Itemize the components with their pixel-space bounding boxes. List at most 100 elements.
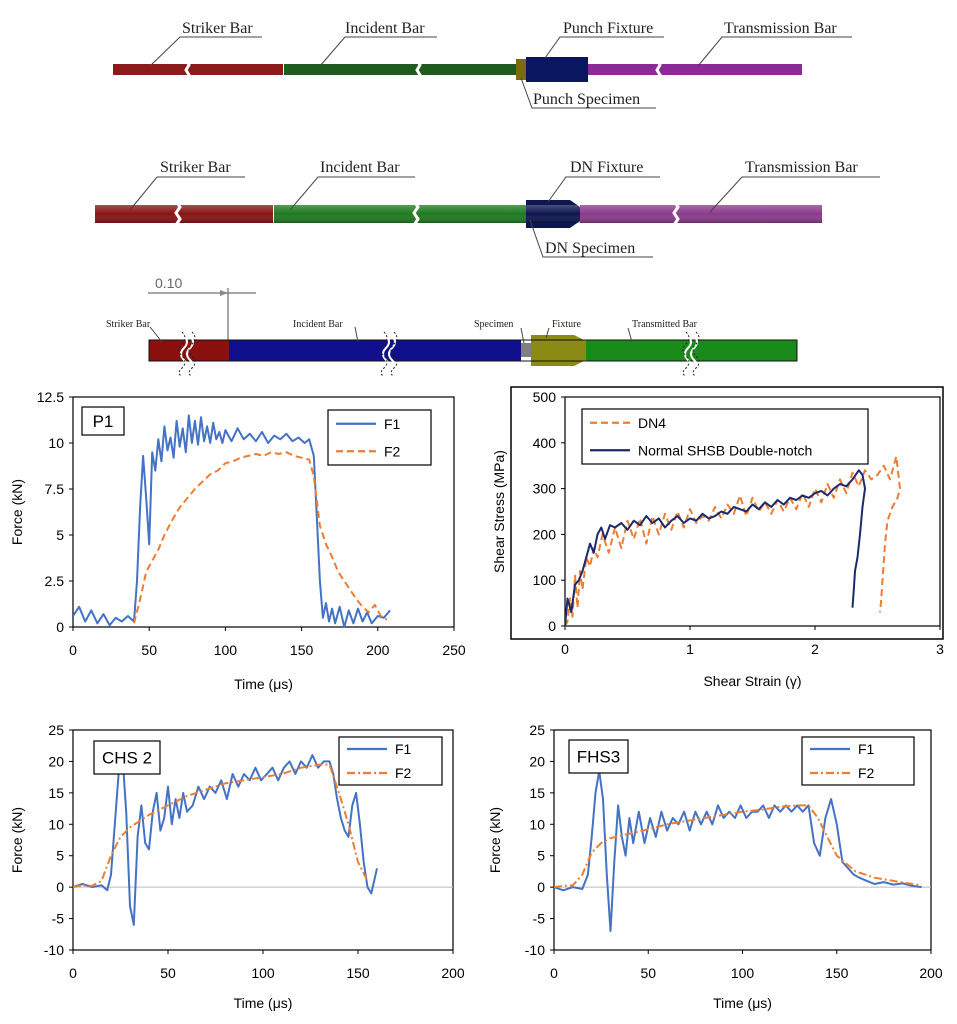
fhs3-panel-box bbox=[568, 739, 629, 774]
dn4-x-tick-label: 3 bbox=[936, 641, 944, 657]
shsb-fixture bbox=[531, 335, 586, 366]
dn4-y-tick-label: 300 bbox=[533, 481, 557, 497]
chs2-x-tick-label: 200 bbox=[441, 965, 465, 981]
p1-x-tick-label: 0 bbox=[69, 642, 77, 658]
dn4-y-tick-label: 100 bbox=[533, 572, 557, 588]
shsb-break-outline-1 bbox=[178, 331, 186, 377]
chs2-x-axis-title: Time (μs) bbox=[234, 995, 293, 1011]
p1-panel-box bbox=[81, 406, 125, 436]
chs2-y-tick-label: 25 bbox=[48, 722, 64, 738]
shsb-break-outline-2 bbox=[188, 331, 196, 377]
fhs3-y-tick-label: 5 bbox=[537, 848, 545, 864]
dn-break-mark-3 bbox=[672, 200, 680, 226]
shsb-diagram: 0.10 Striker Bar Incident Bar Specim bbox=[106, 275, 798, 377]
dn4-legend-label: DN4 bbox=[638, 415, 666, 431]
fhs3-x-axis-title: Time (μs) bbox=[713, 995, 772, 1011]
punch-specimen-leader bbox=[520, 77, 656, 109]
punch-transmission-label: Transmission Bar bbox=[724, 20, 837, 37]
punch-break-mark-1 bbox=[184, 59, 191, 81]
p1-series-f2 bbox=[133, 451, 388, 624]
shsb-specimen-leader bbox=[520, 327, 525, 344]
shsb-break-mark-2 bbox=[186, 335, 194, 369]
punch-incident-label: Incident Bar bbox=[345, 20, 425, 37]
p1-y-tick-label: 2.5 bbox=[45, 573, 65, 589]
shsb-incident-label: Incident Bar bbox=[293, 319, 343, 330]
p1-legend-box bbox=[327, 409, 432, 466]
fhs3-y-tick-label: 20 bbox=[529, 753, 545, 769]
shsb-break-mark-5 bbox=[684, 335, 692, 369]
punch-incident-leader bbox=[319, 36, 437, 67]
fhs3-y-axis-title: Force (kN) bbox=[487, 807, 503, 873]
fhs3-y-tick-label: 0 bbox=[537, 879, 545, 895]
chs2-x-tick-label: 0 bbox=[69, 965, 77, 981]
dn4-y-tick-label: 400 bbox=[533, 435, 557, 451]
shsb-incident-leader bbox=[354, 326, 359, 343]
dn4-series-normal-shsb-double-notch bbox=[565, 469, 866, 627]
fhs3-series-f1 bbox=[554, 769, 922, 933]
p1-x-tick-label: 100 bbox=[214, 642, 238, 658]
punch-striker-leader bbox=[149, 36, 262, 67]
chs2-y-tick-label: -10 bbox=[44, 942, 64, 958]
dn4-y-axis-title: Shear Stress (MPa) bbox=[491, 450, 507, 573]
fhs3-x-tick-label: 100 bbox=[731, 965, 755, 981]
p1-y-tick-label: 7.5 bbox=[45, 481, 65, 497]
dn-diagram: Striker Bar Incident Bar DN Fixture Tran… bbox=[95, 159, 880, 258]
chs2-series-f2 bbox=[73, 763, 369, 889]
shsb-dimension-label: 0.10 bbox=[155, 275, 182, 291]
punch-transmission-bar bbox=[588, 64, 802, 75]
fhs3-x-tick-label: 200 bbox=[919, 965, 943, 981]
fhs3-x-tick-label: 0 bbox=[550, 965, 558, 981]
shsb-break-outline-3 bbox=[380, 331, 388, 377]
p1-y-tick-label: 12.5 bbox=[37, 389, 64, 405]
fhs3-legend-label: F2 bbox=[858, 765, 875, 781]
p1-x-tick-label: 250 bbox=[442, 642, 466, 658]
p1-x-tick-label: 50 bbox=[141, 642, 157, 658]
chs2-x-tick-label: 100 bbox=[251, 965, 275, 981]
chs2-y-tick-label: 5 bbox=[56, 848, 64, 864]
shsb-break-marks bbox=[180, 335, 698, 369]
shsb-fixture-label: Fixture bbox=[552, 319, 581, 330]
fhs3-x-tick-label: 150 bbox=[825, 965, 849, 981]
punch-transmission-leader bbox=[697, 36, 852, 67]
p1-y-tick-label: 0 bbox=[56, 619, 64, 635]
shsb-specimen bbox=[521, 343, 531, 357]
fhs3-y-tick-label: 15 bbox=[529, 785, 545, 801]
chs2-y-tick-label: 15 bbox=[48, 785, 64, 801]
shsb-break-mark-4 bbox=[388, 335, 396, 369]
punch-striker-label: Striker Bar bbox=[182, 20, 253, 37]
p1-y-tick-label: 10 bbox=[48, 435, 64, 451]
punch-specimen bbox=[516, 59, 526, 80]
dn4-legend-label: Normal SHSB Double-notch bbox=[638, 442, 812, 458]
punch-diagram: Striker Bar Incident Bar Punch Fixture T… bbox=[113, 20, 852, 109]
shsb-outline bbox=[148, 339, 798, 362]
dn-shading bbox=[95, 205, 822, 223]
chs2-y-tick-label: 0 bbox=[56, 879, 64, 895]
dn4-legend-box bbox=[581, 408, 869, 465]
shsb-dimension-arrow bbox=[220, 290, 228, 296]
shsb-incident-bar bbox=[229, 340, 521, 361]
fhs3-series-f2 bbox=[554, 804, 922, 889]
fhs3-x-tick-label: 50 bbox=[640, 965, 656, 981]
p1-force-chart: 0 50 100 150 200 250 0 2.5 5 7.5 10 12.5 Time (μs) Fo… bbox=[9, 389, 466, 692]
fhs3-y-tick-label: -10 bbox=[525, 942, 545, 958]
punch-specimen-label: Punch Specimen bbox=[533, 91, 640, 108]
shsb-break-outlines bbox=[178, 331, 700, 377]
dn-fixture-leader bbox=[547, 176, 660, 203]
dn-fixture-label: DN Fixture bbox=[570, 159, 643, 176]
dn4-plot-frame bbox=[564, 396, 941, 627]
chs2-panel-label: CHS 2 bbox=[102, 749, 152, 768]
chs2-y-tick-label: 10 bbox=[48, 816, 64, 832]
dn-transmission-leader bbox=[709, 176, 880, 213]
dn4-series-dn4 bbox=[565, 455, 901, 627]
fhs3-y-tick-label: 10 bbox=[529, 816, 545, 832]
chs2-force-chart: 0 50 100 150 200 -10 -5 0 5 10 15 20 25 Time (μs) Forc… bbox=[9, 722, 465, 1011]
dn-striker-label: Striker Bar bbox=[160, 159, 231, 176]
shsb-break-mark-1 bbox=[180, 335, 188, 369]
dn4-x-tick-label: 2 bbox=[811, 641, 819, 657]
punch-striker-bar bbox=[113, 64, 283, 75]
dn-transmission-label: Transmission Bar bbox=[745, 159, 858, 176]
chs2-panel-box bbox=[93, 740, 161, 775]
shsb-striker-label: Striker Bar bbox=[106, 319, 151, 330]
chs2-y-tick-label: -5 bbox=[52, 911, 65, 927]
